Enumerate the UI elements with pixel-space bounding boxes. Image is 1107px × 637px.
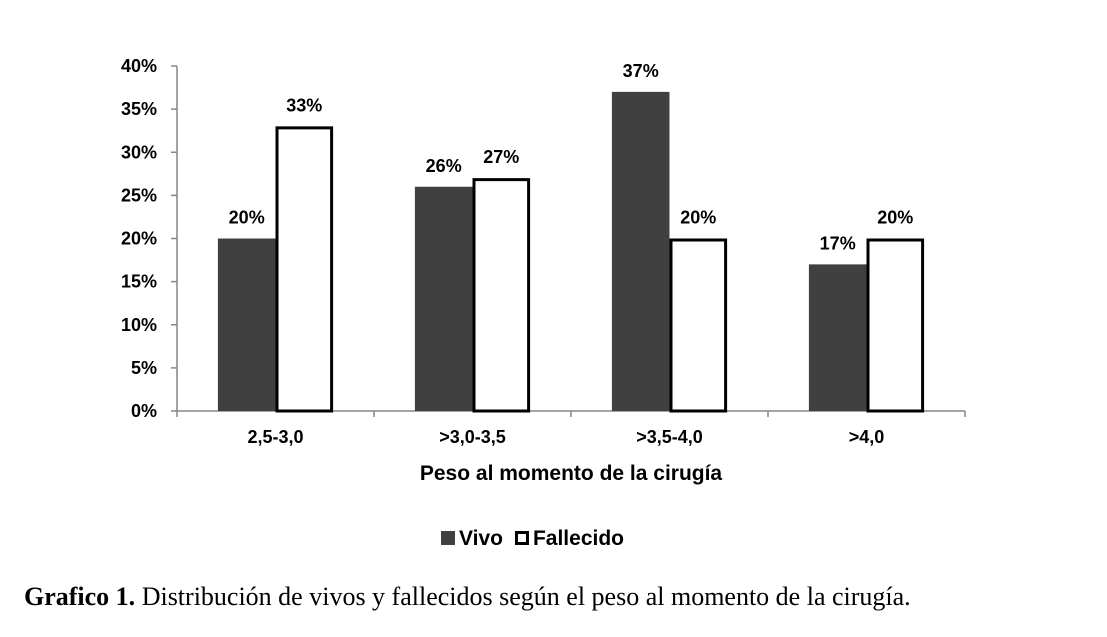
data-label: 20% xyxy=(229,208,265,228)
x-tick-label: >3,5-4,0 xyxy=(636,427,703,447)
legend-label-fallecido: Fallecido xyxy=(533,527,624,550)
y-axis: 0% 5% 10% 15% 20% 25% 30% 35% 40% xyxy=(121,56,178,421)
caption-text: Distribución de vivos y fallecidos según… xyxy=(135,582,911,611)
data-label: 33% xyxy=(286,95,322,115)
data-label: 20% xyxy=(877,208,913,228)
y-tick-label: 5% xyxy=(131,358,157,378)
data-label: 17% xyxy=(820,233,856,253)
legend-label-vivo: Vivo xyxy=(459,527,503,550)
data-label: 37% xyxy=(623,61,659,81)
y-tick-label: 10% xyxy=(121,315,157,335)
bar-fallecido xyxy=(472,178,531,413)
bar-fallecido xyxy=(669,238,728,413)
x-axis: 2,5-3,0 >3,0-3,5 >3,5-4,0 >4,0 xyxy=(176,410,966,447)
y-tick-label: 35% xyxy=(121,99,157,119)
bar-fallecido xyxy=(866,238,925,413)
x-tick-label: >3,0-3,5 xyxy=(439,427,506,447)
y-tick-label: 20% xyxy=(121,229,157,249)
legend-swatch-vivo xyxy=(441,531,455,545)
bar-vivo xyxy=(414,186,473,411)
y-tick-label: 40% xyxy=(121,56,157,76)
y-tick-label: 30% xyxy=(121,142,157,162)
bar-chart: 0% 5% 10% 15% 20% 25% 30% 35% 40% 2,5-3,0 >3,0-3,… xyxy=(121,56,966,550)
x-tick-label: >4,0 xyxy=(849,427,885,447)
legend: Vivo Fallecido xyxy=(441,527,624,550)
legend-swatch-fallecido xyxy=(514,531,529,545)
y-tick-label: 25% xyxy=(121,185,157,205)
bars xyxy=(217,91,925,413)
x-axis-title: Peso al momento de la cirugía xyxy=(420,462,723,485)
data-label: 20% xyxy=(680,208,716,228)
figure-caption: Grafico 1. Distribución de vivos y falle… xyxy=(24,582,1094,612)
bar-vivo xyxy=(217,238,276,411)
x-tick-label: 2,5-3,0 xyxy=(247,427,303,447)
data-label: 26% xyxy=(426,156,462,176)
y-tick-label: 15% xyxy=(121,272,157,292)
caption-label: Grafico 1. xyxy=(24,582,136,611)
y-tick-label: 0% xyxy=(131,401,157,421)
bar-fallecido xyxy=(275,126,334,413)
bar-vivo xyxy=(808,264,867,411)
bar-vivo xyxy=(611,91,670,411)
data-labels: 20% 33% 26% 27% 37% 20% 17% 20% xyxy=(229,61,914,254)
data-label: 27% xyxy=(483,147,519,167)
